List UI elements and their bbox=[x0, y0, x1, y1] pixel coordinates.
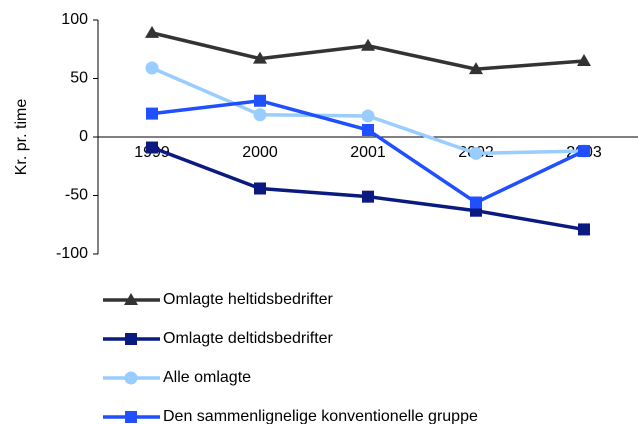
data-point bbox=[362, 123, 374, 136]
data-point bbox=[469, 62, 483, 75]
legend-marker bbox=[125, 411, 137, 423]
legend-label: Den sammenlignelige konventionelle grupp… bbox=[163, 408, 478, 424]
data-point bbox=[145, 61, 159, 75]
data-point bbox=[578, 145, 590, 158]
y-tick-label: 0 bbox=[79, 128, 88, 145]
legend-label: Alle omlagte bbox=[163, 369, 251, 386]
y-axis-label: Kr. pr. time bbox=[13, 99, 30, 176]
data-point bbox=[253, 108, 267, 122]
data-point bbox=[253, 51, 267, 64]
data-point bbox=[469, 146, 483, 160]
x-tick-label: 2001 bbox=[350, 144, 386, 161]
data-point bbox=[145, 25, 159, 38]
data-point bbox=[361, 38, 375, 51]
data-point bbox=[254, 182, 266, 195]
y-tick-label: -50 bbox=[65, 187, 88, 204]
data-point bbox=[146, 141, 158, 154]
y-tick-label: 100 bbox=[61, 11, 88, 28]
data-point bbox=[146, 107, 158, 120]
data-point bbox=[254, 94, 266, 107]
legend-marker bbox=[125, 333, 137, 345]
legend-marker bbox=[124, 293, 138, 305]
series-line bbox=[151, 31, 585, 71]
data-point bbox=[470, 196, 482, 209]
legend-label: Omlagte deltidsbedrifter bbox=[163, 330, 334, 347]
y-tick-label: 50 bbox=[70, 70, 88, 87]
data-point bbox=[578, 223, 590, 236]
x-tick-label: 2000 bbox=[242, 144, 278, 161]
legend-marker bbox=[124, 371, 138, 385]
data-point bbox=[361, 109, 375, 123]
data-point bbox=[577, 53, 591, 66]
y-tick-label: -100 bbox=[56, 245, 88, 262]
data-point bbox=[362, 190, 374, 203]
legend-label: Omlagte heltidsbedrifter bbox=[163, 291, 334, 308]
